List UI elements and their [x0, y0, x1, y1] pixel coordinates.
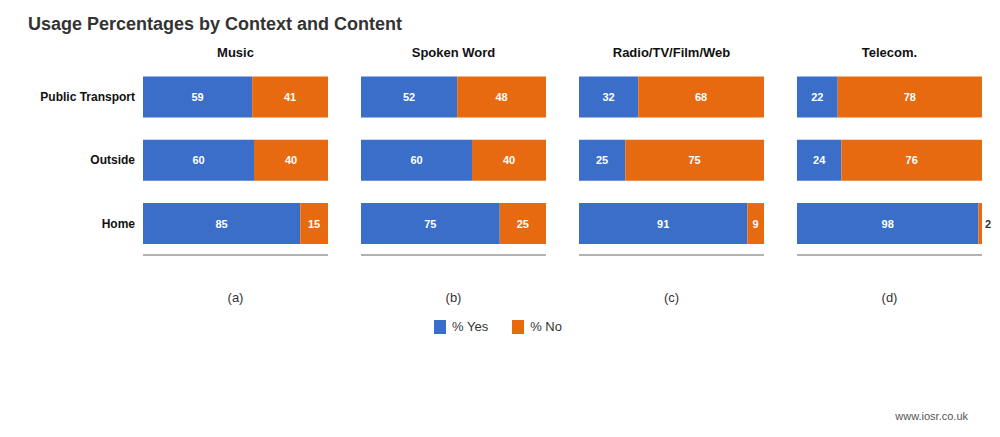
svg-text:24: 24 — [813, 154, 826, 166]
svg-text:68: 68 — [695, 91, 707, 103]
svg-text:59: 59 — [191, 91, 203, 103]
svg-text:Home: Home — [102, 217, 136, 231]
html-text:% No: % No — [530, 319, 562, 334]
svg-text:91: 91 — [657, 218, 669, 230]
svg-text:40: 40 — [285, 154, 297, 166]
svg-text:9: 9 — [753, 218, 759, 230]
svg-text:25: 25 — [517, 218, 529, 230]
svg-text:41: 41 — [284, 91, 296, 103]
svg-text:75: 75 — [424, 218, 436, 230]
html-text:Usage Percentages by Context a: Usage Percentages by Context and Content — [28, 14, 403, 34]
svg-text:15: 15 — [308, 218, 320, 230]
svg-text:52: 52 — [403, 91, 415, 103]
html-text:(d): (d) — [881, 290, 898, 305]
svg-text:Outside: Outside — [90, 153, 135, 167]
html-text:Radio/TV/Film/Web: Radio/TV/Film/Web — [612, 45, 731, 60]
svg-text:85: 85 — [216, 218, 228, 230]
svg-text:98: 98 — [882, 218, 894, 230]
svg-text:2: 2 — [985, 218, 991, 230]
svg-text:60: 60 — [192, 154, 204, 166]
html-text:(a): (a) — [227, 290, 244, 305]
svg-text:60: 60 — [410, 154, 422, 166]
svg-text:40: 40 — [503, 154, 515, 166]
svg-text:Public Transport: Public Transport — [40, 90, 135, 104]
svg-text:78: 78 — [904, 91, 916, 103]
svg-text:25: 25 — [596, 154, 608, 166]
html-text:Spoken Word: Spoken Word — [411, 45, 496, 60]
html-text:(b): (b) — [445, 290, 462, 305]
html-text:% Yes: % Yes — [452, 319, 489, 334]
svg-text:22: 22 — [811, 91, 823, 103]
svg-text:76: 76 — [906, 154, 918, 166]
html-text:Telecom.: Telecom. — [861, 45, 918, 60]
svg-text:75: 75 — [689, 154, 701, 166]
svg-text:48: 48 — [495, 91, 507, 103]
svg-text:32: 32 — [602, 91, 614, 103]
html-text:Music: Music — [217, 45, 254, 60]
html-text:(c): (c) — [663, 290, 680, 305]
html-text:www.iosr.co.uk: www.iosr.co.uk — [895, 410, 968, 422]
